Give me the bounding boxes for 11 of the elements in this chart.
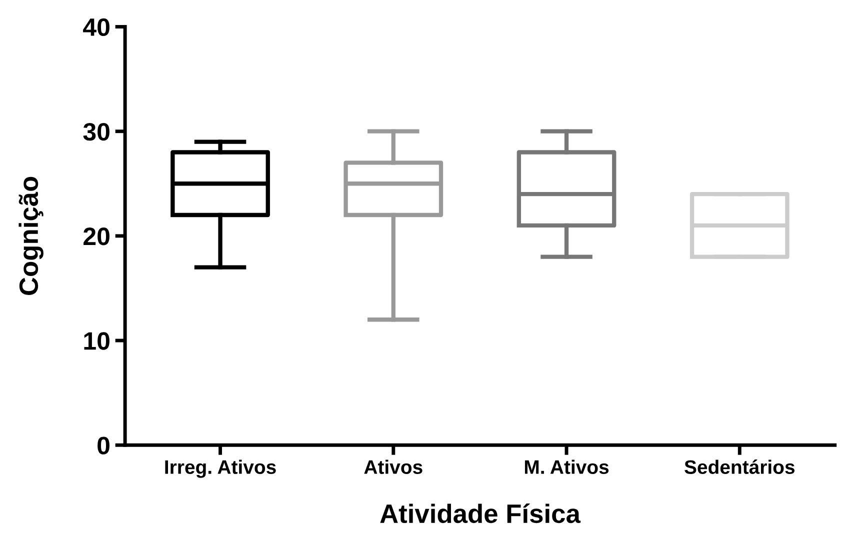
x-axis-title: Atividade Física [380,503,581,524]
x-tick-label: Sedentários [684,460,794,474]
y-tick-label: 30 [83,122,110,141]
y-tick-label: 40 [83,18,110,36]
y-tick-label: 10 [84,332,110,350]
x-tick-label: Ativos [364,460,422,474]
y-tick-label: 20 [84,228,110,246]
x-tick-label: M. Ativos [524,460,609,474]
x-tick-label: Irreg. Ativos [165,460,276,478]
y-axis-title: Cognição [18,176,44,295]
y-tick-label: 0 [98,436,110,454]
